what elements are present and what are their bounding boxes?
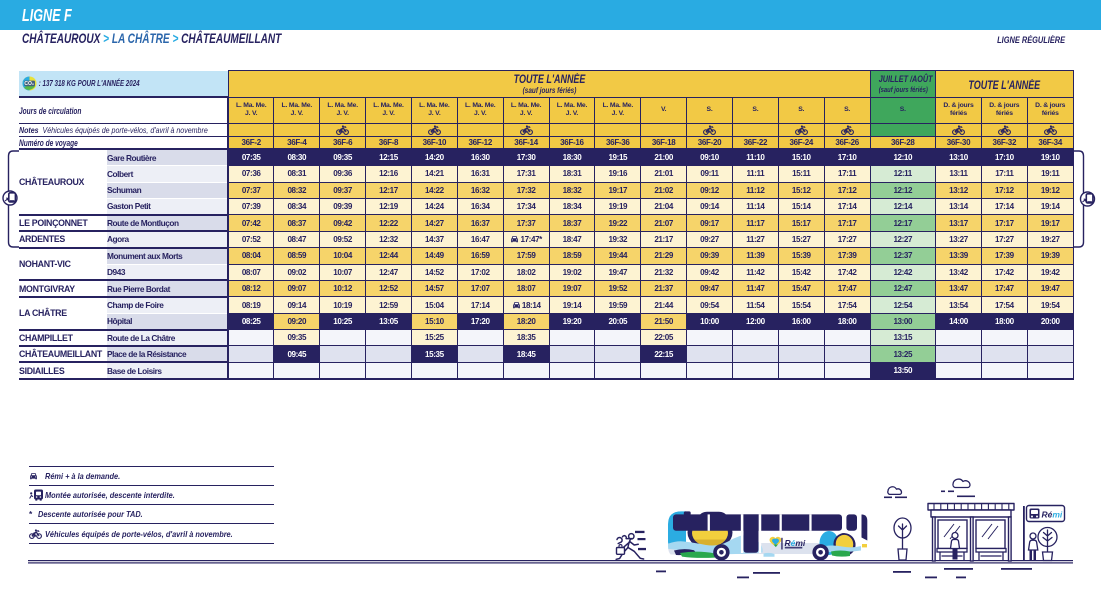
svg-text:Rémi: Rémi — [1042, 510, 1063, 520]
svg-text:CO₂: CO₂ — [24, 81, 34, 87]
svg-text:Rémi: Rémi — [785, 538, 806, 548]
